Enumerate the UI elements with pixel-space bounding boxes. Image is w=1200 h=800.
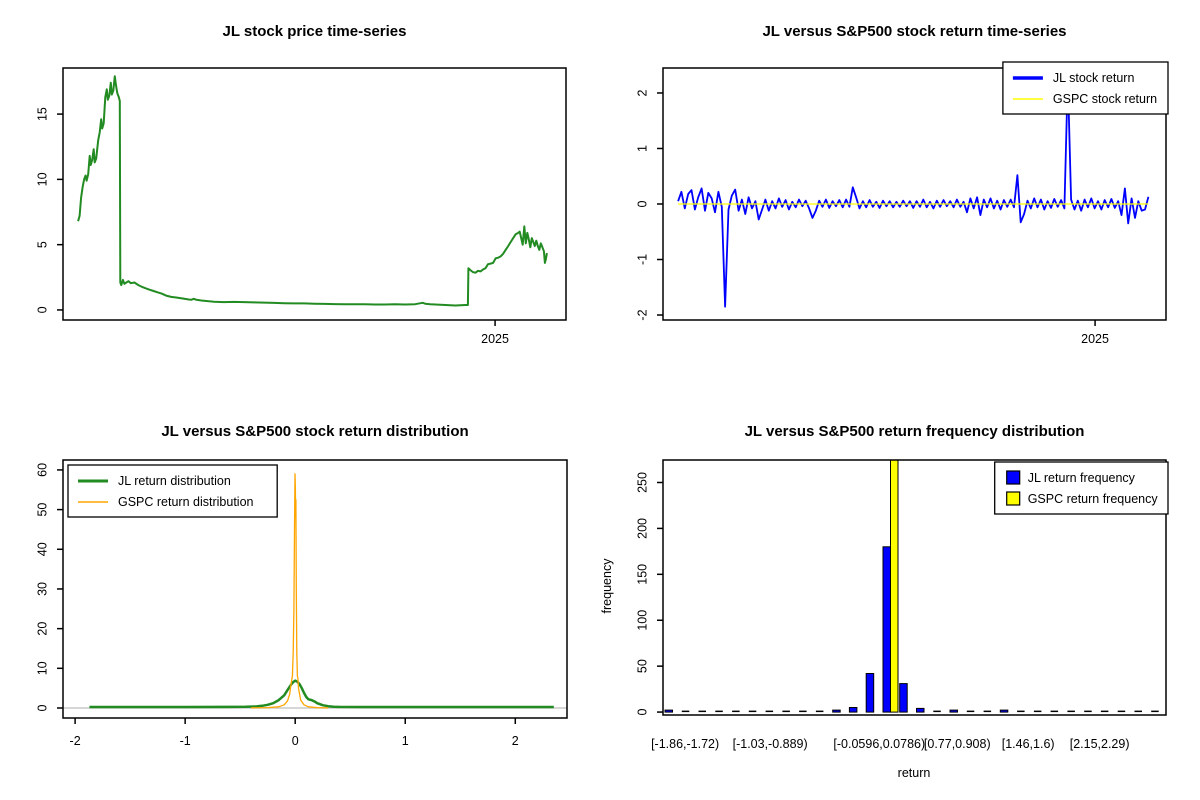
bar-jl-zero-1	[681, 710, 690, 713]
returns-chart-title: JL versus S&P500 stock return time-serie…	[762, 23, 1067, 40]
y-tick-label: 50	[35, 503, 49, 517]
series-1	[251, 473, 329, 709]
x-tick-label: -1	[180, 734, 191, 748]
plot-box	[662, 459, 1167, 716]
legend-label: JL return frequency	[1028, 471, 1136, 485]
bar-jl-zero-8	[799, 710, 807, 713]
price-chart-title: JL stock price time-series	[222, 23, 407, 40]
bar-jl-0	[664, 709, 673, 713]
x-tick-label: 2025	[481, 332, 509, 346]
legend-label: JL stock return	[1053, 71, 1135, 85]
bar-jl-zero-3	[715, 710, 723, 713]
bar-jl-zero-2	[698, 710, 706, 713]
bar-jl-zero-21	[1017, 710, 1025, 713]
legend-label: GSPC return frequency	[1028, 492, 1159, 506]
y-tick-label: 200	[635, 518, 649, 539]
y-tick-label: -2	[635, 309, 649, 320]
bar-jl-zero-28	[1134, 710, 1142, 713]
legend-box	[1002, 61, 1169, 115]
legend-box-swatch	[1006, 491, 1021, 506]
bar-jl-10	[832, 709, 841, 713]
bar-jl-12	[865, 673, 875, 713]
legend-label: GSPC return distribution	[118, 495, 254, 509]
y-tick-label: 15	[35, 107, 49, 121]
x-tick-label: 1	[402, 734, 409, 748]
y-tick-label: 30	[35, 582, 49, 596]
series-0	[77, 75, 548, 307]
y-tick-label: -1	[635, 254, 649, 265]
bar-gspc-13	[890, 459, 899, 713]
y-tick-label: 20	[35, 622, 49, 636]
density-chart-title: JL versus S&P500 stock return distributi…	[161, 423, 469, 440]
y-tick-label: 150	[635, 564, 649, 585]
series-0	[677, 75, 1150, 308]
bin-label: [-0.0596,0.0786)	[833, 737, 925, 751]
bar-jl-13	[882, 546, 891, 713]
plot-box	[62, 67, 567, 321]
price-chart: 0 5 10 15 2025	[35, 67, 567, 346]
bar-jl-zero-24	[1067, 710, 1075, 713]
y-tick-label: 10	[35, 661, 49, 675]
frequency-chart: 0 50 100 150 200 250 [-1.86,-1.72) [-1.03,-0.88…	[635, 459, 1169, 751]
bar-jl-zero-16	[933, 710, 941, 713]
frequency-x-axis-label: return	[897, 766, 931, 780]
bar-jl-14	[899, 683, 908, 713]
bar-jl-zero-26	[1100, 710, 1109, 713]
legend-label: GSPC stock return	[1053, 92, 1157, 106]
y-tick-label: 50	[635, 659, 649, 673]
y-tick-label: 250	[635, 472, 649, 493]
bar-jl-11	[848, 707, 858, 713]
frequency-y-axis-label: frequency	[600, 558, 614, 614]
bar-jl-zero-19	[983, 710, 992, 713]
bar-jl-zero-9	[815, 710, 824, 713]
bin-label: [-1.03,-0.889)	[733, 737, 808, 751]
bin-label: [-1.86,-1.72)	[651, 737, 719, 751]
x-tick-label: 2025	[1081, 332, 1109, 346]
bar-jl-zero-27	[1117, 710, 1126, 713]
bin-label: [1.46,1.6)	[1002, 737, 1055, 751]
bar-jl-zero-29	[1151, 710, 1159, 713]
y-tick-label: 2	[635, 89, 649, 96]
y-tick-label: 40	[35, 542, 49, 556]
bar-jl-zero-5	[748, 710, 757, 713]
y-tick-label: 60	[35, 463, 49, 477]
bar-jl-zero-23	[1050, 710, 1059, 713]
legend-box	[67, 464, 278, 518]
y-tick-label: 10	[35, 172, 49, 186]
x-tick-label: 0	[292, 734, 299, 748]
bar-jl-20	[999, 709, 1009, 713]
x-tick-label: -2	[70, 734, 81, 748]
density-chart: 0 10 20 30 40 50 60 -2 -1 0 1 2 JL return distributi…	[35, 459, 568, 748]
bin-label: [2.15,2.29)	[1070, 737, 1130, 751]
bar-jl-17	[949, 709, 958, 713]
y-tick-label: 5	[35, 241, 49, 248]
x-tick-label: 2	[512, 734, 519, 748]
bar-jl-zero-7	[782, 710, 790, 713]
y-tick-label: 0	[35, 306, 49, 313]
y-tick-label: 0	[635, 200, 649, 207]
series-0	[89, 679, 554, 709]
plot-box	[662, 67, 1167, 321]
y-tick-label: 1	[635, 145, 649, 152]
bar-jl-zero-25	[1084, 710, 1092, 713]
bin-label: [0.77,0.908)	[924, 737, 991, 751]
legend-label: JL return distribution	[118, 474, 231, 488]
returns-chart: -2 -1 0 1 2 2025 JL stock return GSPC stock ret…	[635, 61, 1169, 346]
bar-jl-zero-22	[1033, 710, 1042, 713]
y-tick-label: 0	[635, 709, 649, 716]
legend-box	[994, 461, 1169, 515]
bar-jl-zero-4	[732, 710, 740, 713]
bar-jl-zero-6	[765, 710, 774, 713]
frequency-chart-title: JL versus S&P500 return frequency distri…	[744, 423, 1085, 440]
bar-jl-15	[916, 707, 925, 713]
legend-box-swatch	[1006, 470, 1021, 485]
y-tick-label: 0	[35, 704, 49, 711]
y-tick-label: 100	[635, 610, 649, 631]
bar-jl-zero-18	[966, 710, 975, 713]
